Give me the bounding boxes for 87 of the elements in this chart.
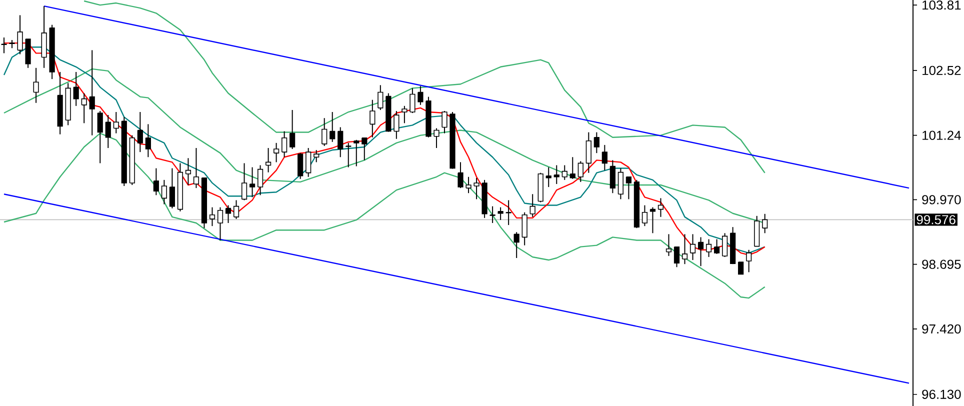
candlestick — [330, 112, 336, 142]
candlestick — [554, 164, 560, 184]
y-tick-label: 97.420 — [922, 324, 961, 334]
candlestick — [474, 177, 480, 200]
candlestick — [137, 112, 143, 153]
candlestick — [81, 92, 87, 124]
ref-line-label: 99.576 — [916, 215, 956, 224]
candlestick — [410, 88, 416, 114]
y-tick-label: 96.130 — [922, 390, 961, 399]
candlestick — [378, 84, 384, 110]
candlestick — [706, 238, 712, 258]
candlestick — [33, 67, 39, 104]
candlestick — [522, 212, 528, 246]
candlestick — [290, 109, 296, 150]
candlestick — [578, 160, 584, 182]
candlestick — [346, 142, 352, 168]
y-tick-label: 99.970 — [922, 195, 961, 204]
candlestick — [169, 168, 175, 209]
candlestick — [466, 176, 472, 194]
candlestick — [666, 234, 672, 256]
candlestick — [193, 148, 200, 189]
candlestick — [225, 204, 232, 224]
candlestick — [282, 130, 288, 158]
candlestick — [498, 206, 504, 220]
candlestick — [434, 128, 440, 148]
candlestick — [394, 110, 400, 140]
candlestick — [762, 213, 768, 234]
candlestick — [514, 232, 520, 258]
candlestick — [546, 166, 552, 188]
candlestick — [73, 71, 79, 106]
y-tick-label: 101.24 — [922, 130, 961, 140]
candlestick — [217, 206, 224, 241]
line-series — [83, 0, 766, 174]
candlestick — [458, 162, 464, 189]
candlestick — [618, 168, 624, 200]
candlestick — [153, 168, 159, 196]
candlestick — [626, 176, 632, 200]
candlestick — [233, 200, 240, 220]
candlestick — [690, 234, 696, 261]
candlestick — [714, 238, 720, 254]
candlestick — [594, 132, 600, 154]
candlestick — [1, 37, 7, 54]
candlestick — [490, 206, 496, 224]
candlestick — [722, 232, 728, 258]
candlestick — [682, 234, 688, 265]
y-tick-label: 103.81 — [922, 0, 961, 10]
candlestick — [570, 156, 576, 180]
candlestick — [209, 206, 216, 227]
candlestick — [362, 137, 368, 161]
candlestick — [402, 105, 408, 124]
candlestick — [105, 114, 111, 148]
candlestick — [650, 206, 656, 234]
candlestick — [322, 118, 328, 146]
candlestick — [506, 200, 512, 226]
candlestick — [370, 99, 376, 138]
candlestick — [442, 110, 448, 134]
candlestick — [185, 158, 192, 186]
candlestick — [658, 198, 664, 218]
y-tick-label: 98.695 — [922, 260, 961, 269]
candlestick — [738, 262, 744, 275]
candlestick — [161, 179, 167, 205]
candlestick — [562, 164, 568, 180]
candlestick — [17, 14, 23, 55]
candlestick — [602, 144, 608, 171]
candlestick — [265, 148, 272, 173]
candlestick — [530, 194, 536, 218]
candlestick — [298, 152, 304, 180]
candlestick — [274, 142, 280, 163]
candlestick — [97, 110, 103, 164]
candlestick — [354, 139, 360, 167]
candlestick — [249, 166, 256, 198]
candlestick — [314, 150, 320, 163]
candlestick — [698, 236, 704, 267]
candlestick — [746, 249, 752, 273]
candlestick — [642, 204, 648, 227]
candlestick — [306, 148, 312, 178]
y-tick-label: 102.52 — [922, 66, 961, 76]
candlestick — [89, 50, 95, 136]
candlestick — [418, 86, 424, 106]
candlestick — [257, 164, 264, 196]
candlestick — [113, 112, 119, 134]
candlestick — [145, 124, 151, 158]
candlestick — [338, 126, 344, 158]
candlestick — [610, 160, 616, 194]
candlestick — [586, 132, 592, 174]
candlestick — [674, 246, 680, 268]
candlestick — [241, 162, 248, 201]
